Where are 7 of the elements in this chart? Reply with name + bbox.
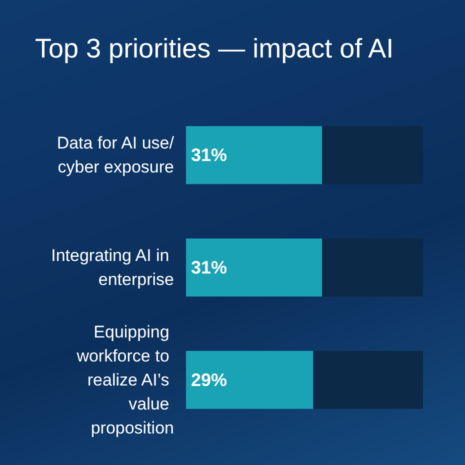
chart-title: Top 3 priorities — impact of AI	[35, 34, 394, 64]
data-label: 31%	[191, 145, 228, 166]
data-label: 29%	[191, 370, 228, 390]
y-tick-label: Integrating AI in enterprise	[51, 246, 174, 289]
data-label: 31%	[191, 258, 228, 278]
y-tick-label: Equipping workforce to realize AI’s value proposition	[76, 322, 174, 438]
y-tick-label: Data for AI use/cyber exposure	[56, 134, 174, 177]
